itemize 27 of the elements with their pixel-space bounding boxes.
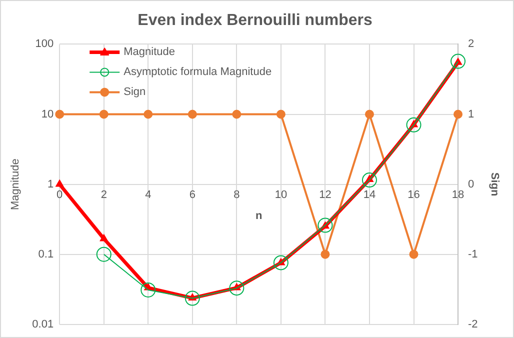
y2-tick-label: 2 <box>468 38 474 50</box>
y2-tick-label: -2 <box>468 318 478 330</box>
y2-tick-label: 1 <box>468 108 474 120</box>
x-tick-label: 14 <box>363 188 376 201</box>
y-tick-label: 0.01 <box>32 318 54 330</box>
y2-axis-title: Sign <box>488 172 500 196</box>
y-axis-title: Magnitude <box>10 158 22 210</box>
x-tick-label: 4 <box>145 188 152 201</box>
y-tick-label: 1 <box>47 178 54 190</box>
x-tick-label: 0 <box>56 188 63 201</box>
x-axis-title: n <box>255 210 262 222</box>
legend-label: Asymptotic formula Magnitude <box>124 66 272 78</box>
x-tick-label: 16 <box>408 188 420 201</box>
chart-title: Even index Bernouilli numbers <box>138 12 372 30</box>
x-tick-label: 18 <box>452 188 464 201</box>
x-tick-label: 12 <box>319 188 332 201</box>
x-tick-label: 10 <box>274 188 288 201</box>
legend-label: Sign <box>124 86 146 98</box>
y2-tick-label: -1 <box>468 248 478 260</box>
y-tick-label: 100 <box>35 38 54 50</box>
y-tick-label: 10 <box>41 108 54 120</box>
x-tick-label: 2 <box>100 188 107 201</box>
x-tick-label: 8 <box>234 188 240 201</box>
x-tick-label: 6 <box>189 188 196 201</box>
legend-label: Magnitude <box>124 46 175 58</box>
y2-tick-label: 0 <box>468 178 474 190</box>
y-tick-label: 0.1 <box>38 248 54 260</box>
